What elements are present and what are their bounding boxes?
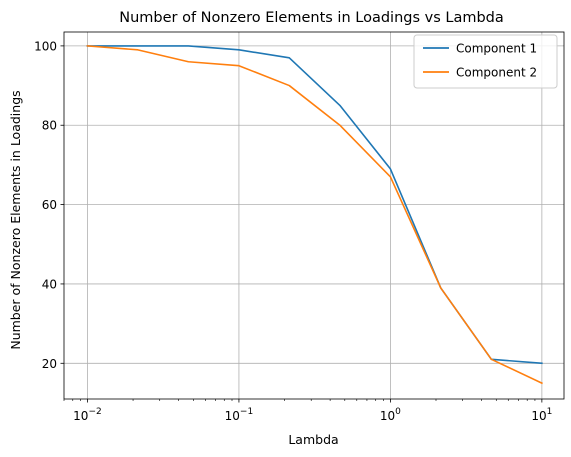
x-axis-ticks: 10−2 10−1 100 101 [63,399,552,423]
legend-label-component-1: Component 1 [456,42,537,56]
y-tick-label: 60 [42,198,57,212]
y-axis-label: Number of Nonzero Elements in Loadings [8,90,23,349]
legend-label-component-2: Component 2 [456,66,537,80]
series-lines [86,45,543,385]
x-tick-label: 101 [531,407,552,423]
plot-frame [63,31,565,400]
series-line-component-2 [86,45,543,385]
x-tick-label: 10−2 [73,407,102,423]
y-tick-label: 80 [42,119,57,133]
chart-title: Number of Nonzero Elements in Loadings v… [119,10,504,26]
y-tick-label: 20 [42,357,57,371]
y-tick-label: 100 [34,39,57,53]
y-axis-ticks: 20 40 60 80 100 [34,39,64,371]
y-tick-label: 40 [42,277,57,291]
x-tick-label: 100 [380,407,401,423]
legend: Component 1 Component 2 [413,34,558,89]
x-axis-label: Lambda [288,432,338,447]
x-tick-label: 10−1 [225,407,254,423]
legend-box [413,34,558,89]
